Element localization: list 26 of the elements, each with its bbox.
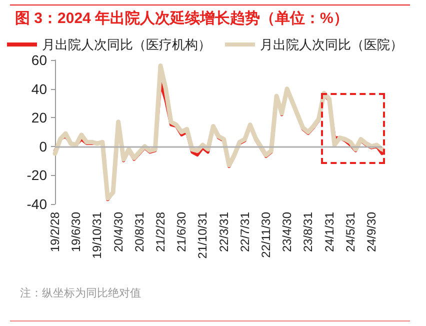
- y-tick-label: 60: [31, 52, 48, 68]
- x-tick-label: 22/7/31: [238, 212, 252, 252]
- x-tick-label: 22/3/31: [216, 212, 231, 252]
- text: 注：纵坐标为同比绝对值: [20, 286, 141, 300]
- x-tick-label: 19/10/31: [90, 212, 104, 259]
- x-tick-label: 19/6/30: [69, 212, 84, 252]
- x-tick-label: 21/6/30: [174, 212, 189, 252]
- x-tick-label: 23/4/30: [280, 212, 294, 252]
- x-tick-label: 21/2/28: [153, 212, 168, 252]
- y-tick-label: 40: [31, 80, 48, 97]
- x-tick-label: 24/5/31: [343, 212, 358, 252]
- chart-title: 图 3：2024 年出院人次延续增长趋势（单位：%）: [15, 10, 348, 27]
- x-tick-label: 22/11/30: [258, 212, 273, 258]
- x-tick-label: 23/8/31: [301, 212, 316, 252]
- x-tick-label: 20/4/30: [111, 212, 126, 252]
- x-tick-label: 19/2/28: [48, 212, 62, 252]
- x-tick-label: 24/9/30: [364, 212, 378, 252]
- x-tick-label: 24/1/31: [322, 212, 336, 252]
- x-tick-label: 20/8/31: [132, 212, 146, 252]
- y-tick-label: -40: [26, 196, 48, 212]
- y-tick-label: 0: [39, 138, 48, 154]
- y-tick-label: -20: [26, 167, 48, 184]
- x-tick-label: 21/10/31: [196, 212, 210, 259]
- y-tick-label: 20: [31, 110, 48, 126]
- legend-label: 月出院人次同比（医院）: [260, 37, 403, 52]
- legend-label: 月出院人次同比（医疗机构）: [42, 37, 211, 52]
